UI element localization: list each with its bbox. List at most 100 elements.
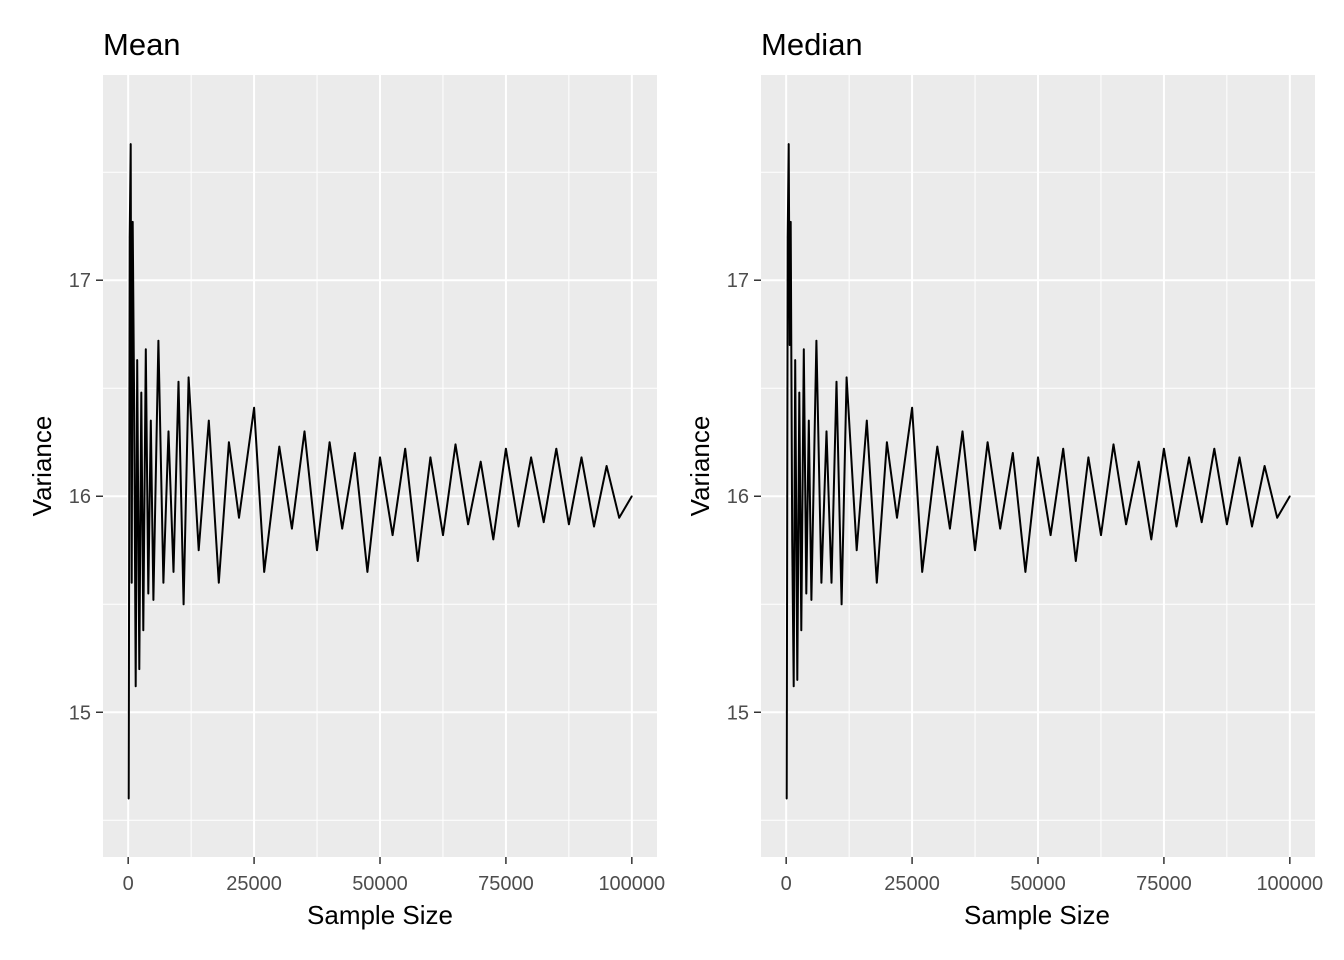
- data-point: [172, 571, 175, 573]
- data-point: [855, 549, 858, 551]
- panel-mean: 15 16 17 0 25000 50000 75000 100000 Mean Sampl…: [27, 27, 665, 930]
- data-point: [391, 534, 394, 536]
- data-point: [208, 419, 210, 422]
- data-point: [1276, 517, 1278, 519]
- chart-title: Mean: [103, 27, 181, 62]
- data-point: [593, 525, 595, 528]
- data-point: [379, 456, 381, 459]
- data-point: [845, 376, 848, 379]
- data-point: [341, 527, 344, 530]
- data-point: [328, 441, 331, 444]
- data-point: [228, 441, 230, 444]
- data-point: [167, 430, 170, 433]
- data-point: [354, 452, 356, 454]
- data-point: [404, 447, 407, 450]
- data-point: [798, 391, 801, 394]
- data-point: [1200, 521, 1203, 523]
- data-point: [810, 599, 813, 601]
- data-point: [505, 447, 507, 450]
- y-axis-ticks: 15 16 17: [69, 270, 103, 724]
- series-line: [127, 143, 633, 799]
- data-point: [1037, 456, 1039, 459]
- data-point: [876, 581, 878, 584]
- data-point: [791, 538, 793, 541]
- y-tick-label: 17: [69, 270, 91, 292]
- data-point: [936, 445, 939, 448]
- data-point: [162, 581, 165, 584]
- data-point: [238, 517, 240, 519]
- data-point: [128, 236, 131, 238]
- data-point: [1137, 460, 1140, 463]
- data-point: [1024, 571, 1027, 573]
- data-point: [999, 527, 1001, 530]
- data-point: [1062, 447, 1064, 450]
- data-point: [800, 629, 803, 631]
- data-point: [467, 523, 469, 526]
- data-point: [127, 797, 130, 800]
- data-point: [517, 525, 520, 528]
- data-point: [1087, 456, 1090, 459]
- x-tick-label: 50000: [352, 873, 408, 895]
- data-point: [555, 447, 558, 450]
- data-point: [316, 549, 318, 551]
- y-tick-label: 17: [727, 270, 749, 292]
- data-point: [134, 685, 137, 688]
- data-point: [1012, 452, 1014, 454]
- data-point: [130, 581, 133, 584]
- data-point: [605, 465, 608, 467]
- data-point: [140, 391, 143, 394]
- y-axis-label: Variance: [27, 416, 57, 517]
- data-point: [568, 523, 570, 526]
- data-point: [1238, 456, 1241, 459]
- y-tick-label: 16: [727, 486, 749, 508]
- y-tick-label: 16: [69, 486, 91, 508]
- data-point: [1049, 534, 1052, 536]
- data-point: [825, 430, 828, 433]
- y-axis-ticks: 15 16 17: [727, 270, 761, 724]
- data-point: [1213, 447, 1216, 450]
- data-point: [1289, 495, 1291, 498]
- data-point: [1125, 523, 1127, 526]
- x-tick-label: 75000: [1136, 873, 1192, 895]
- data-point: [986, 441, 989, 444]
- data-point: [136, 359, 138, 361]
- data-point: [866, 419, 868, 422]
- data-point: [187, 376, 190, 379]
- data-point: [840, 603, 843, 606]
- data-point: [454, 443, 457, 446]
- data-point: [442, 534, 444, 536]
- data-point: [1251, 525, 1253, 528]
- data-point: [911, 406, 913, 409]
- data-point: [145, 348, 147, 351]
- x-axis-label: Sample Size: [307, 900, 453, 930]
- x-tick-label: 0: [123, 873, 134, 895]
- data-point: [479, 460, 482, 463]
- data-point: [974, 549, 976, 551]
- y-axis-label: Variance: [685, 416, 715, 517]
- data-point: [291, 527, 293, 530]
- data-point: [1075, 560, 1077, 562]
- data-point: [805, 592, 808, 595]
- data-point: [1163, 447, 1165, 450]
- data-point: [492, 538, 495, 541]
- data-point: [815, 339, 818, 342]
- y-tick-label: 15: [69, 702, 91, 724]
- data-point: [1175, 525, 1178, 528]
- data-point: [921, 571, 923, 573]
- data-point: [417, 560, 419, 562]
- x-tick-label: 100000: [598, 873, 665, 895]
- data-point: [152, 599, 155, 601]
- data-point: [197, 549, 200, 551]
- data-point: [792, 685, 795, 688]
- y-tick-label: 15: [727, 702, 749, 724]
- data-point: [150, 419, 152, 422]
- data-point: [796, 679, 799, 681]
- data-point: [1100, 534, 1102, 536]
- data-point: [1112, 443, 1115, 446]
- data-point: [631, 495, 633, 498]
- data-point: [542, 521, 545, 523]
- x-tick-label: 25000: [884, 873, 940, 895]
- gridlines: [761, 75, 1315, 857]
- x-tick-label: 100000: [1256, 873, 1323, 895]
